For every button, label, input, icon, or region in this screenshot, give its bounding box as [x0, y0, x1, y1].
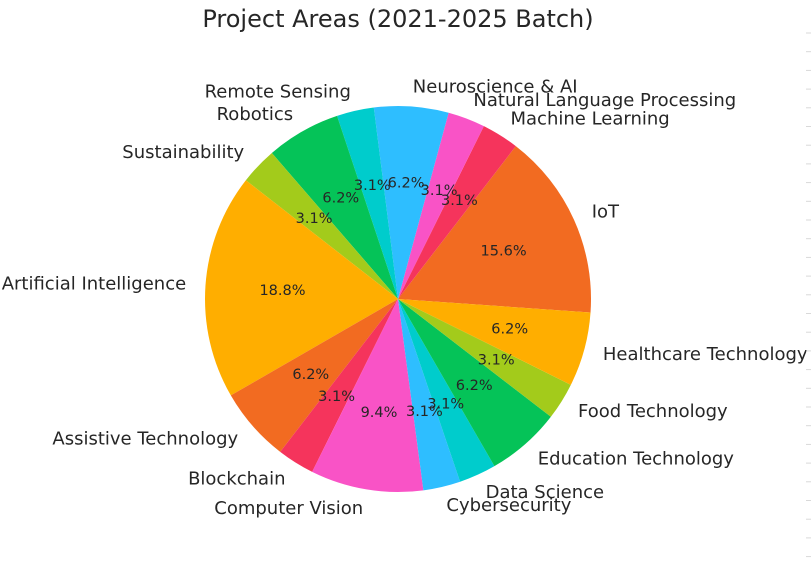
pie-slice-food-technology [398, 299, 571, 417]
percent-label-neuroscience-and-ai: 6.2% [388, 176, 425, 192]
right-edge-ticks [806, 32, 811, 558]
pie-slice-education-technology [398, 299, 551, 467]
pie-slice-cybersecurity [398, 299, 461, 491]
percent-label-healthcare-technology: 6.2% [491, 321, 528, 337]
percent-label-blockchain: 3.1% [318, 389, 355, 405]
category-label-cybersecurity: Cybersecurity [446, 495, 571, 516]
pie-slice-healthcare-technology [398, 299, 591, 385]
pie-slice-artificial-intelligence [204, 180, 398, 396]
category-label-artificial-intelligence: Artificial Intelligence [2, 274, 187, 295]
pie-slice-machine-learning [398, 126, 516, 299]
pie-slice-sustainability [245, 152, 398, 299]
percent-label-data-science: 3.1% [427, 397, 464, 413]
category-label-assistive-technology: Assistive Technology [52, 428, 238, 449]
percent-label-food-technology: 3.1% [478, 352, 515, 368]
pie-slice-assistive-technology [230, 299, 398, 452]
pie-slice-iot [398, 146, 591, 313]
pie-slice-remote-sensing [337, 107, 398, 300]
slices-layer [204, 105, 591, 493]
pie-slice-natural-language-processing [398, 112, 484, 299]
pie-slice-robotics [271, 115, 398, 299]
category-label-robotics: Robotics [217, 104, 293, 125]
chart-title: Project Areas (2021-2025 Batch) [202, 5, 593, 33]
percent-label-computer-vision: 9.4% [361, 405, 398, 421]
percent-label-cybersecurity: 3.1% [406, 404, 443, 420]
percent-label-iot: 15.6% [481, 244, 527, 260]
percent-labels-layer: 15.6%3.1%3.1%6.2%3.1%6.2%3.1%18.8%6.2%3.… [259, 176, 528, 422]
percent-label-remote-sensing: 3.1% [354, 178, 391, 194]
pie-slice-data-science [398, 299, 495, 482]
category-label-remote-sensing: Remote Sensing [205, 82, 351, 103]
percent-label-sustainability: 3.1% [296, 211, 333, 227]
pie-slice-blockchain [280, 299, 398, 472]
category-label-education-technology: Education Technology [538, 448, 735, 469]
category-label-data-science: Data Science [486, 482, 604, 503]
percent-label-robotics: 6.2% [322, 190, 359, 206]
percent-label-natural-language-processing: 3.1% [421, 183, 458, 199]
category-label-neuroscience-and-ai: Neuroscience & AI [413, 77, 578, 98]
category-label-computer-vision: Computer Vision [214, 498, 363, 519]
pie-slice-computer-vision [312, 299, 424, 493]
category-label-machine-learning: Machine Learning [511, 109, 670, 130]
pie-slice-neuroscience-and-ai [373, 105, 449, 300]
percent-label-artificial-intelligence: 18.8% [259, 283, 305, 299]
category-label-food-technology: Food Technology [578, 401, 728, 422]
category-label-iot: IoT [592, 202, 620, 223]
percent-label-assistive-technology: 6.2% [292, 367, 329, 383]
category-label-sustainability: Sustainability [122, 142, 244, 163]
category-label-healthcare-technology: Healthcare Technology [603, 344, 808, 365]
percent-label-education-technology: 6.2% [456, 378, 493, 394]
category-label-blockchain: Blockchain [188, 469, 285, 490]
category-label-natural-language-processing: Natural Language Processing [473, 90, 736, 111]
percent-label-machine-learning: 3.1% [441, 193, 478, 209]
